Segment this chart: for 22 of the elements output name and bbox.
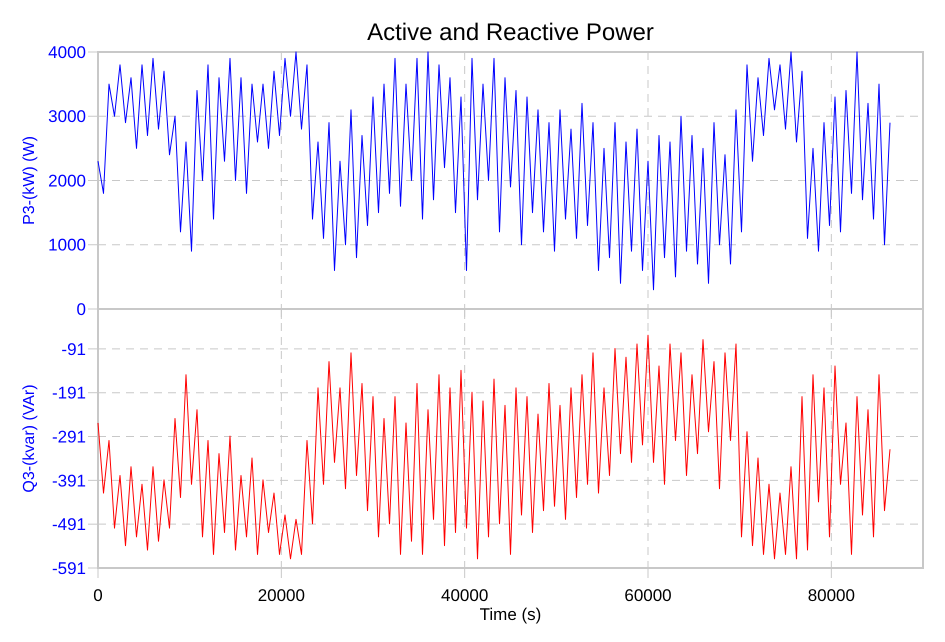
y-tick-label: 4000 — [48, 42, 86, 62]
x-tick-label: 20000 — [258, 586, 305, 605]
y-tick-label: -291 — [52, 427, 86, 446]
line-series — [98, 52, 890, 290]
y-tick-label: -491 — [52, 515, 86, 534]
y-tick-label: 3000 — [48, 107, 86, 126]
x-tick-label: 40000 — [441, 586, 488, 605]
chart-title: Active and Reactive Power — [367, 19, 654, 46]
x-tick-label: 0 — [93, 586, 103, 605]
y-tick-label: 1000 — [48, 236, 86, 255]
line-series — [98, 334, 890, 560]
y-tick-label: -191 — [52, 384, 86, 403]
y-axis-title: Q3-(kvar) (VAr) — [21, 384, 38, 493]
x-tick-label: 60000 — [624, 586, 672, 605]
x-axis-title: Time (s) — [480, 605, 542, 624]
y-tick-label: -91 — [61, 340, 86, 359]
y-tick-label: 2000 — [48, 171, 86, 190]
y-tick-label: -391 — [52, 471, 86, 490]
y-tick-label: 0 — [76, 300, 86, 319]
x-tick-label: 80000 — [808, 586, 855, 605]
y-tick-label: -591 — [52, 558, 86, 578]
y-axis-title: P3-(kW) (W) — [21, 136, 38, 225]
